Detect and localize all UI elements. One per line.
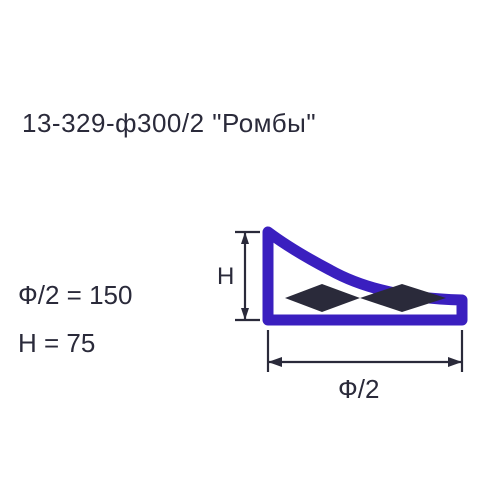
param-phi-half: Ф/2 = 150 bbox=[18, 280, 132, 311]
dimension-phi-half: Ф/2 bbox=[268, 330, 462, 404]
profile-diagram: H Ф/2 bbox=[210, 210, 490, 410]
dimension-h: H bbox=[217, 232, 260, 320]
param-h: H = 75 bbox=[18, 328, 95, 359]
dimension-h-label: H bbox=[217, 263, 234, 290]
profile-outline bbox=[268, 232, 462, 320]
part-title: 13-329-ф300/2 "Ромбы" bbox=[22, 108, 316, 139]
dimension-phi-label: Ф/2 bbox=[338, 374, 379, 404]
